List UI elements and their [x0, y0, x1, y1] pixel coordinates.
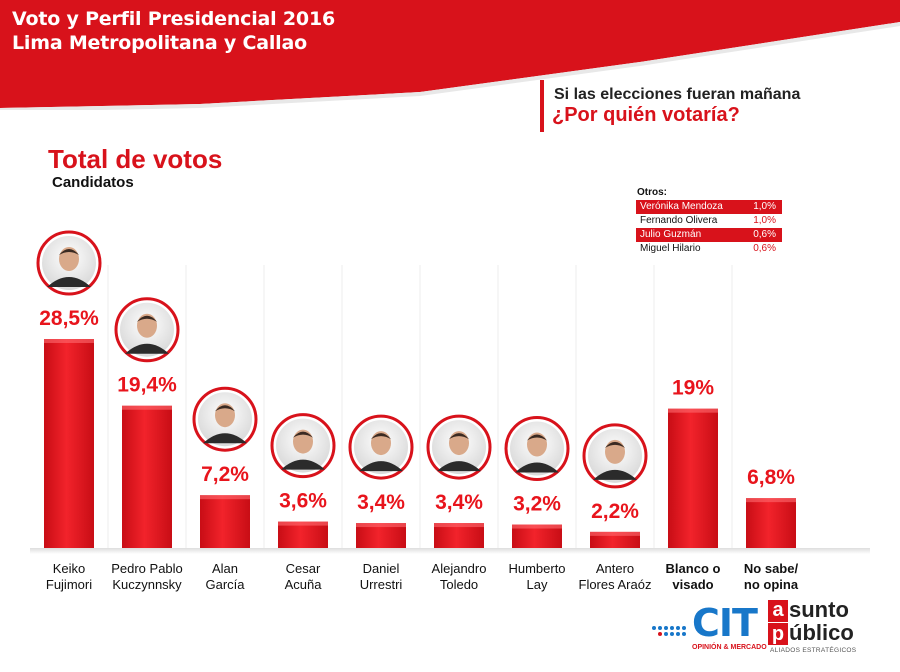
asunto-logo-mark: a [768, 600, 788, 622]
bar [434, 523, 484, 548]
photos-group [36, 230, 648, 489]
candidate-photo [270, 413, 336, 479]
bar-highlight [122, 405, 172, 410]
asunto-logo-text: sunto [789, 597, 849, 622]
others-name: Miguel Hilario [640, 243, 701, 254]
bar [278, 521, 328, 548]
others-row: Miguel Hilario 0,6% [636, 242, 782, 256]
others-value: 0,6% [753, 243, 776, 254]
bar [590, 531, 640, 548]
others-row: Verónika Mendoza 1,0% [636, 200, 782, 214]
value-label: 3,4% [435, 491, 483, 514]
category-label: Flores Araóz [579, 577, 652, 592]
category-label: Daniel [363, 561, 400, 576]
category-label: Toledo [440, 577, 478, 592]
value-label: 3,6% [279, 490, 327, 513]
category-label: Pedro Pablo [111, 561, 183, 576]
question-line-2: ¿Por quién votaría? [552, 104, 740, 126]
cit-logo: CIT [692, 601, 758, 645]
value-label: 3,4% [357, 491, 405, 514]
bar-highlight [44, 339, 94, 343]
bars-group [44, 339, 796, 548]
bar-highlight [668, 408, 718, 413]
category-label: Fujimori [46, 577, 92, 592]
category-label: Keiko [53, 561, 86, 576]
logos: CIT OPINIÓN & MERCADO a sunto p úblico A… [648, 596, 900, 666]
others-name: Verónika Mendoza [640, 201, 723, 212]
question-line-1: Si las elecciones fueran mañana [554, 86, 801, 103]
others-name: Julio Guzmán [640, 229, 702, 240]
value-label: 7,2% [201, 463, 249, 486]
publico-logo-mark: p [768, 623, 788, 645]
page-title: Voto y Perfil Presidencial 2016 [12, 8, 335, 30]
value-label: 6,8% [747, 466, 795, 489]
asunto-tagline: ALIADOS ESTRATÉGICOS [770, 647, 857, 654]
bar [746, 498, 796, 548]
chart-title: Total de votos [48, 144, 223, 174]
cit-tagline: OPINIÓN & MERCADO [692, 644, 767, 651]
value-label: 28,5% [39, 307, 99, 330]
bar [668, 408, 718, 548]
candidate-photo [504, 416, 570, 482]
others-value: 1,0% [753, 201, 776, 212]
header-banner [0, 0, 900, 110]
bar [356, 523, 406, 548]
category-label: Blanco o [666, 561, 721, 576]
candidate-photo [114, 297, 180, 363]
category-label: visado [672, 577, 713, 592]
category-label: Acuña [285, 577, 323, 592]
question-accent-bar [540, 80, 544, 132]
category-label: no opina [744, 577, 799, 592]
bar-highlight [434, 523, 484, 528]
category-label: Humberto [508, 561, 565, 576]
column-dividers [107, 265, 733, 548]
category-label: Kuczynnsky [112, 577, 182, 592]
bar-chart: 28,5% 19,4% 7,2% 3,6% 3,4% 3,4% 3,2% 2,2% 19% 6,8… [30, 230, 870, 592]
candidate-photo [582, 423, 648, 489]
publico-logo-text: úblico [789, 620, 854, 645]
page-subtitle: Lima Metropolitana y Callao [12, 32, 307, 54]
others-row: Julio Guzmán 0,6% [636, 228, 782, 242]
others-value: 0,6% [753, 229, 776, 240]
baseline-shadow [30, 548, 870, 554]
category-label: Cesar [286, 561, 321, 576]
bar-highlight [746, 498, 796, 503]
bar-highlight [356, 523, 406, 528]
others-value: 1,0% [753, 215, 776, 226]
value-labels-group: 28,5% 19,4% 7,2% 3,6% 3,4% 3,4% 3,2% 2,2% 19% 6,8… [39, 307, 795, 523]
others-box: Otros: Verónika Mendoza 1,0% Fernando Ol… [636, 186, 782, 256]
bar [122, 405, 172, 548]
bar-highlight [200, 495, 250, 500]
others-title: Otros: [637, 187, 667, 198]
candidate-photo [348, 414, 414, 480]
category-label: García [205, 577, 245, 592]
bar [512, 524, 562, 548]
category-label: Lay [527, 577, 548, 592]
others-row: Fernando Olivera 1,0% [636, 214, 782, 228]
others-name: Fernando Olivera [640, 215, 718, 226]
value-label: 3,2% [513, 493, 561, 516]
cit-dots-icon [652, 626, 686, 636]
category-label: Antero [596, 561, 634, 576]
category-label: Alan [212, 561, 238, 576]
chart-subtitle: Candidatos [52, 174, 134, 191]
value-label: 19% [672, 377, 714, 400]
bar-highlight [512, 524, 562, 529]
bar [200, 495, 250, 548]
category-label: No sabe/ [744, 561, 799, 576]
value-label: 2,2% [591, 500, 639, 523]
category-label: Urrestri [360, 577, 403, 592]
bar-highlight [590, 531, 640, 536]
value-label: 19,4% [117, 374, 177, 397]
category-label: Alejandro [432, 561, 487, 576]
bar [44, 339, 94, 548]
candidate-photo [192, 386, 258, 452]
bar-highlight [278, 521, 328, 526]
candidate-photo [426, 414, 492, 480]
candidate-photo [36, 230, 102, 296]
